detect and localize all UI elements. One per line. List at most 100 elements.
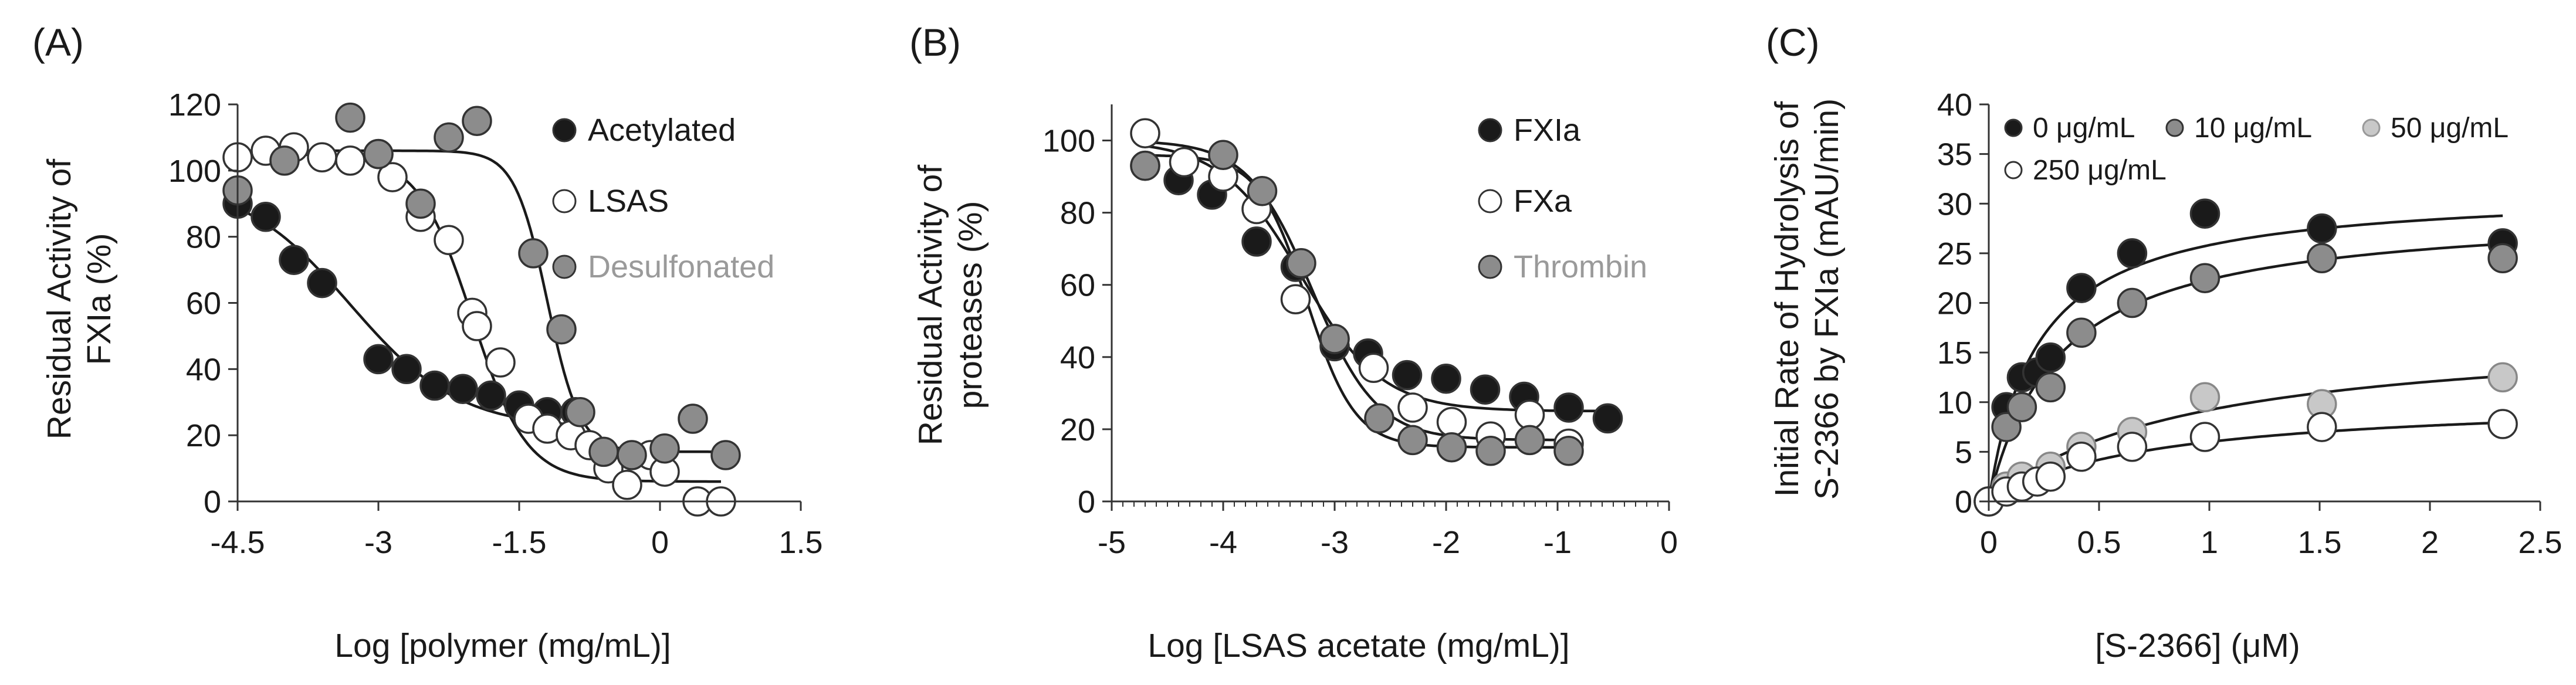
data-point [2189, 422, 2220, 452]
axes-a [228, 103, 802, 511]
data-point [2307, 412, 2337, 442]
legend-label-0ug: 0 μg/mL [2033, 113, 2135, 144]
axes-b [1102, 104, 1670, 511]
y-tick-label: 0 [1955, 484, 1972, 520]
data-points-c [1974, 198, 2518, 517]
data-point [1364, 403, 1394, 434]
data-point [335, 145, 365, 176]
data-point [279, 245, 309, 275]
data-point [678, 403, 708, 434]
y-tick-label: 30 [1937, 186, 1972, 222]
panel-label-a: (A) [32, 21, 84, 64]
data-point [2066, 273, 2097, 303]
x-tick-label: -3 [364, 525, 392, 560]
chart-panel-a: -4.5 -3 -1.5 0 1.5 0 20 40 60 80 100 120 Log [polym… [40, 87, 823, 664]
y-axis-title-b-line2: proteases (%) [952, 201, 989, 409]
data-points-a [222, 102, 741, 517]
y-axis-title-c-line2: S-2366 by FXIa (mAU/min) [1808, 99, 1846, 500]
data-point [2307, 243, 2337, 274]
chart-panel-c: 0 0.5 1 1.5 2 2.5 0 5 10 15 20 25 30 35 40 [S-2366] (μ… [1768, 87, 2563, 664]
data-point [649, 433, 680, 464]
data-point [2487, 243, 2518, 274]
y-tick-label: 25 [1937, 236, 1972, 272]
data-point [1470, 374, 1501, 405]
data-point [363, 344, 394, 375]
data-point [1397, 392, 1428, 423]
chart-panel-b: -5 -4 -3 -2 -1 0 0 20 40 60 80 100 Log [LSAS acetat… [912, 104, 1678, 664]
data-points-b [1130, 118, 1623, 466]
axes-c [1979, 103, 2541, 511]
y-axis-title-a-line1: Residual Activity of [40, 159, 78, 440]
x-axis-title-b: Log [LSAS acetate (mg/mL)] [1147, 627, 1569, 664]
data-point [307, 267, 337, 299]
legend-label-lsas: LSAS [588, 184, 669, 219]
data-point [1392, 360, 1423, 391]
data-point [2035, 372, 2066, 403]
data-point [546, 314, 577, 345]
data-point [2117, 432, 2148, 462]
legend-marker-thrombin [1478, 255, 1502, 279]
data-point [1553, 392, 1584, 423]
panel-label-b: (B) [909, 21, 961, 64]
y-tick-label: 15 [1937, 335, 1972, 371]
data-point [1514, 425, 1545, 456]
y-axis-title-c-line1: Initial Rate of Hydrolysis of [1768, 101, 1806, 497]
panel-label-c: (C) [1766, 21, 1820, 64]
y-tick-label: 5 [1955, 435, 1972, 470]
x-tick-label: -1.5 [492, 525, 546, 560]
data-point [462, 311, 492, 341]
data-point [710, 440, 741, 470]
data-point [2035, 461, 2066, 492]
data-point [1241, 226, 1272, 257]
data-point [448, 374, 478, 404]
y-tick-label: 60 [186, 286, 221, 321]
x-tick-label: -1 [1543, 525, 1572, 560]
data-point [485, 347, 516, 378]
x-tick-label: -3 [1321, 525, 1349, 560]
data-point [518, 238, 549, 269]
data-point [377, 162, 408, 192]
data-point [2117, 238, 2148, 269]
y-tick-label: 20 [1060, 412, 1095, 447]
legend-label-thrombin: Thrombin [1514, 249, 1647, 284]
y-tick-label: 60 [1060, 268, 1095, 303]
legend-marker-250ug [2004, 161, 2023, 179]
x-tick-label: 1.5 [2297, 525, 2341, 560]
y-tick-label: 100 [168, 154, 221, 189]
data-point [405, 188, 436, 219]
y-tick-label: 20 [186, 418, 221, 453]
legend-marker-50ug [2362, 118, 2381, 137]
legend-marker-fxia [1478, 118, 1502, 143]
data-point [2487, 409, 2518, 439]
tick-labels-b: -5 -4 -3 -2 -1 0 0 20 40 60 80 100 [1042, 124, 1678, 560]
data-point [1319, 324, 1350, 354]
legend-b: FXIa FXa Thrombin [1478, 113, 1647, 284]
y-tick-label: 80 [186, 220, 221, 255]
legend-a: Acetylated LSAS Desulfonated [552, 113, 774, 284]
data-point [2189, 198, 2220, 229]
data-point [434, 225, 464, 256]
data-point [1436, 432, 1467, 463]
legend-marker-acetylated [552, 118, 577, 143]
data-point [1553, 436, 1584, 466]
y-tick-label: 0 [204, 484, 221, 520]
data-point [1397, 425, 1428, 456]
data-point [617, 440, 647, 470]
data-point [269, 145, 300, 176]
fit-curve [1987, 214, 2503, 502]
x-tick-label: -2 [1432, 525, 1460, 560]
x-tick-label: 0.5 [2077, 525, 2121, 560]
legend-c: 0 μg/mL 10 μg/mL 50 μg/mL 250 μg/mL [2004, 113, 2509, 186]
legend-label-250ug: 250 μg/mL [2033, 155, 2167, 186]
data-point [2307, 213, 2337, 244]
x-tick-label: 2.5 [2518, 525, 2562, 560]
y-tick-label: 40 [1060, 340, 1095, 375]
y-axis-title-b-line1: Residual Activity of [912, 165, 949, 446]
y-axis-title-a-line2: FXIa (%) [80, 233, 118, 365]
data-point [391, 354, 422, 385]
x-tick-label: -4.5 [210, 525, 265, 560]
y-tick-label: 35 [1937, 137, 1972, 172]
data-point [1130, 150, 1160, 181]
data-point [1280, 284, 1311, 315]
